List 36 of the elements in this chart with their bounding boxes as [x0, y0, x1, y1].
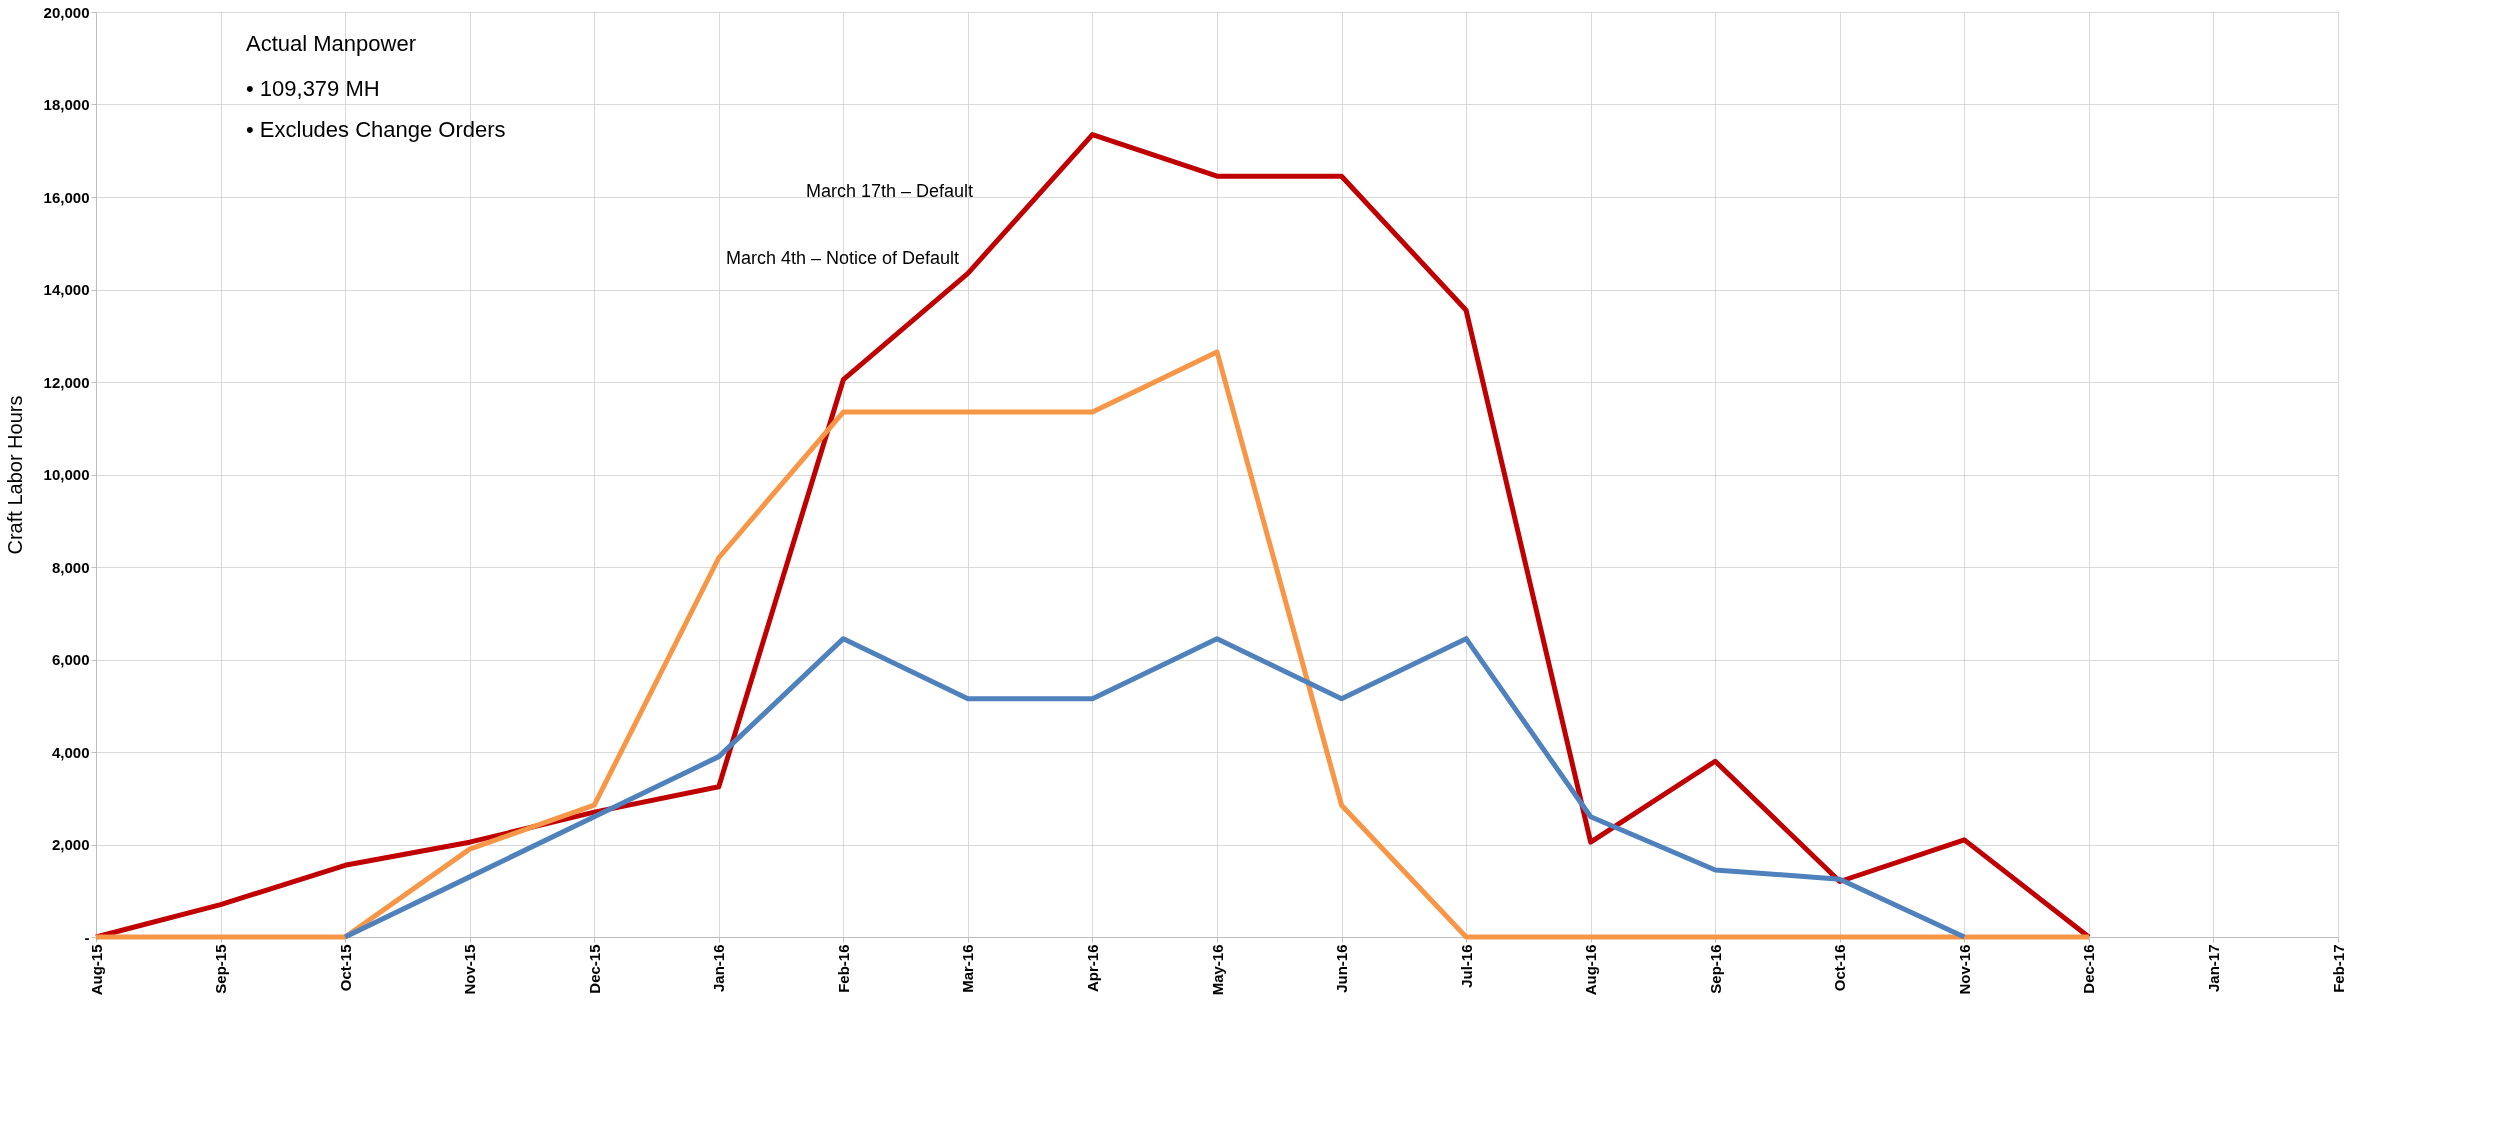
y-tick-label: 4,000	[51, 743, 90, 761]
x-tick-label: Oct-16	[1831, 944, 1849, 992]
annotation: March 4th – Notice of Default	[726, 248, 960, 268]
x-tick-label: Sep-15	[212, 944, 230, 994]
x-tick-label: Nov-15	[461, 944, 479, 995]
x-tick-label: Dec-15	[585, 944, 603, 994]
x-tick-label: Aug-15	[87, 944, 105, 996]
x-tick-label: Mar-16	[959, 944, 977, 993]
x-tick-label: Sep-16	[1706, 944, 1724, 994]
annotation: • Excludes Change Orders	[246, 117, 506, 142]
x-tick-label: Dec-16	[2080, 944, 2098, 994]
x-tick-label: Jun-16	[1333, 944, 1351, 993]
y-tick-label: 6,000	[51, 651, 90, 668]
x-tick-label: Jan-16	[710, 944, 728, 993]
y-tick-label: 10,000	[43, 466, 90, 483]
x-tick-label: Oct-15	[336, 944, 354, 992]
x-tick-label: Feb-16	[834, 944, 852, 993]
x-tick-label: Jul-16	[1457, 944, 1475, 988]
x-tick-label: Jan-17	[2204, 944, 2222, 993]
y-tick-label: 12,000	[43, 373, 90, 391]
x-tick-label: Nov-16	[1955, 944, 1973, 995]
annotation: March 17th – Default	[806, 181, 974, 201]
annotation: • 109,379 MH	[246, 76, 380, 101]
y-tick-label: 20,000	[43, 3, 90, 21]
y-tick-label: 18,000	[43, 96, 90, 113]
y-tick-label: 8,000	[51, 558, 90, 576]
y-tick-label: -	[84, 928, 90, 946]
x-tick-label: May-16	[1208, 944, 1226, 996]
y-tick-label: 2,000	[51, 836, 90, 853]
x-tick-label: Aug-16	[1582, 944, 1600, 996]
y-tick-label: 14,000	[43, 281, 90, 298]
x-tick-label: Apr-16	[1083, 944, 1101, 993]
x-tick-label: Feb-17	[2329, 944, 2347, 993]
y-axis-title: Craft Labor Hours	[3, 395, 26, 555]
annotation: Actual Manpower	[246, 31, 416, 56]
y-tick-label: 16,000	[43, 188, 90, 206]
